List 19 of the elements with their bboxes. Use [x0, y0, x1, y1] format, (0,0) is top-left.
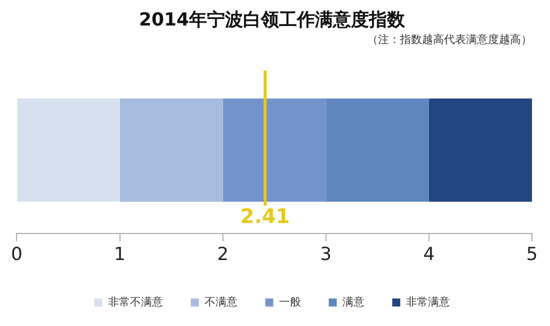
bar [326, 98, 429, 202]
bar [120, 98, 223, 202]
x-tick-label: 4 [423, 244, 435, 265]
ref-line-label: 2.41 [240, 204, 290, 228]
legend-label: 非常满意 [406, 295, 450, 308]
legend-label: 满意 [342, 295, 364, 308]
legend-label: 非常不满意 [108, 295, 163, 308]
x-tick-label: 3 [320, 244, 332, 265]
x-tick-label: 0 [11, 244, 22, 265]
bar [428, 98, 532, 202]
x-tick-label: 5 [526, 244, 538, 265]
legend-label: 不满意 [204, 295, 238, 308]
x-tick-label: 2 [217, 244, 229, 265]
chart-subtitle: （注：指数越高代表满意度越高） [367, 33, 532, 46]
bar [222, 98, 326, 202]
bar [17, 98, 120, 202]
chart-title: 2014年宁波白领工作满意度指数 [138, 9, 406, 30]
x-tick-label: 1 [114, 244, 126, 265]
legend-label: 一般 [278, 295, 301, 308]
